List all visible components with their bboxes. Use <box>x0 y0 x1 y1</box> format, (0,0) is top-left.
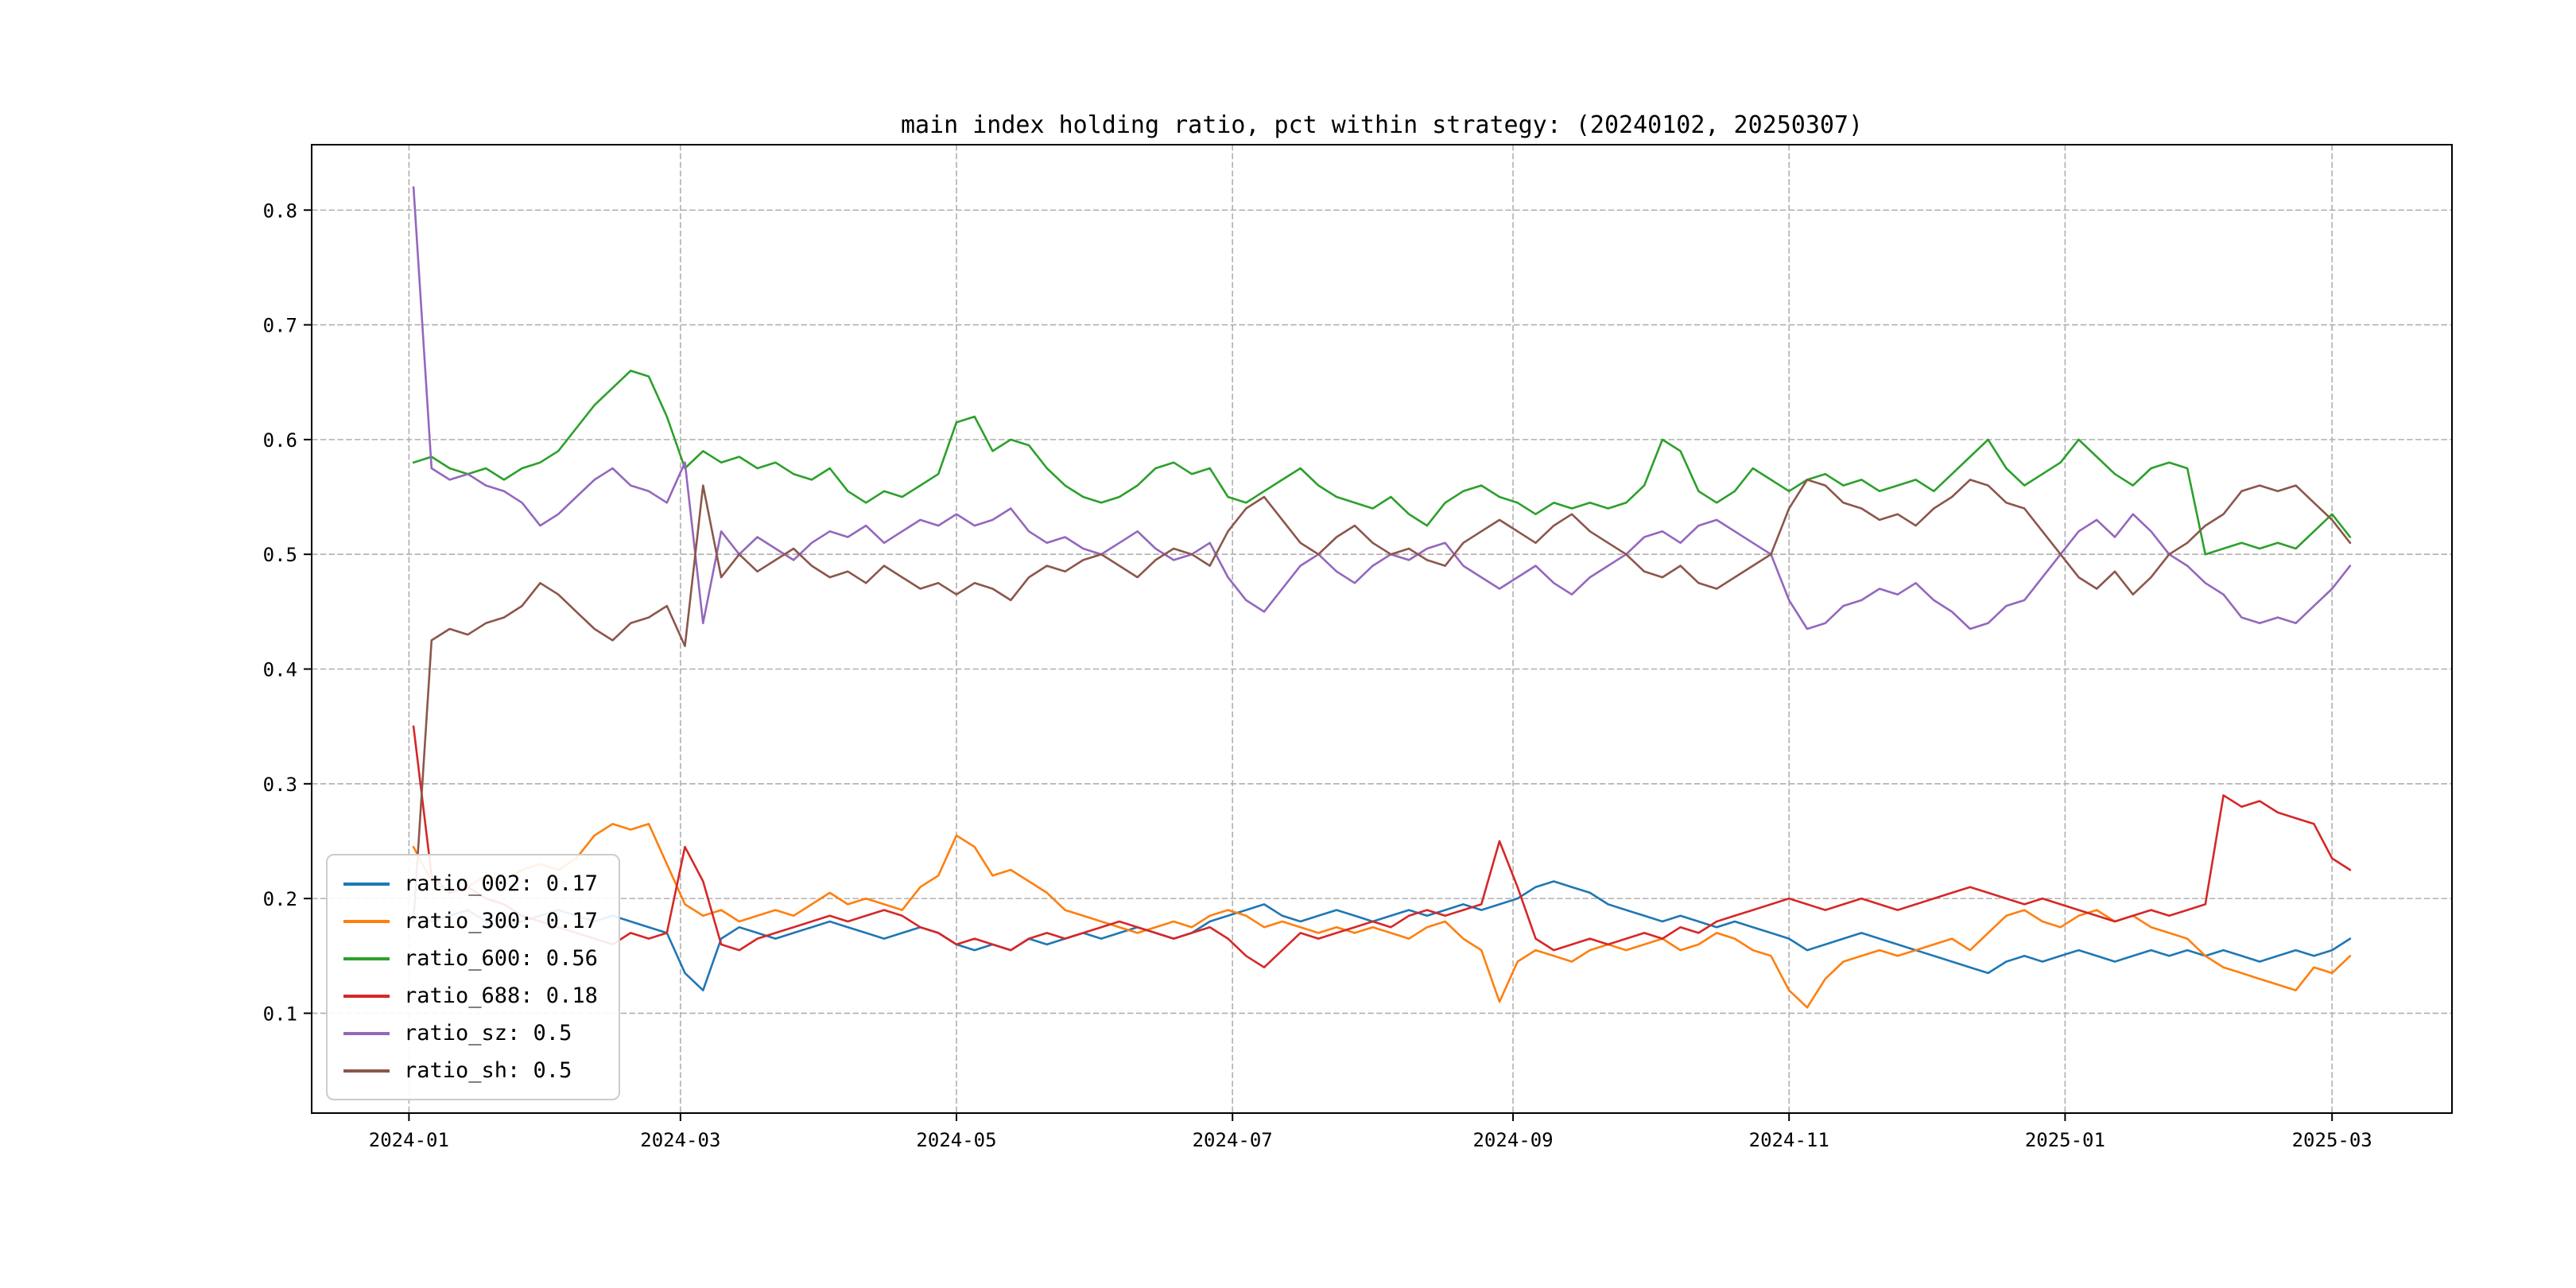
series-line-ratio_sz <box>412 186 2352 630</box>
legend-item-ratio_300: ratio_300: 0.17 <box>343 902 598 940</box>
y-tick-label: 0.7 <box>263 315 297 337</box>
series-line-ratio_688 <box>412 725 2352 968</box>
y-tick-label: 0.1 <box>263 1003 297 1025</box>
legend-item-ratio_sh: ratio_sh: 0.5 <box>343 1052 598 1089</box>
legend-label: ratio_600: 0.56 <box>404 946 598 971</box>
series-line-ratio_002 <box>412 880 2352 991</box>
x-tick-label: 2024-05 <box>916 1129 996 1151</box>
y-tick-label: 0.6 <box>263 429 297 452</box>
plot-frame <box>311 144 2453 1114</box>
legend-label: ratio_sz: 0.5 <box>404 1021 572 1046</box>
y-tick-label: 0.3 <box>263 774 297 796</box>
series-line-ratio_600 <box>412 369 2352 556</box>
legend-item-ratio_002: ratio_002: 0.17 <box>343 865 598 902</box>
legend-line-sample <box>343 956 390 960</box>
series-line-ratio_sh <box>412 479 2352 923</box>
legend-line-sample <box>343 1069 390 1073</box>
legend-item-ratio_sz: ratio_sz: 0.5 <box>343 1014 598 1052</box>
legend-label: ratio_688: 0.18 <box>404 983 598 1008</box>
legend-label: ratio_002: 0.17 <box>404 871 598 896</box>
x-tick-label: 2025-03 <box>2292 1129 2372 1151</box>
legend-item-ratio_600: ratio_600: 0.56 <box>343 940 598 977</box>
y-tick-label: 0.5 <box>263 544 297 566</box>
chart-legend: ratio_002: 0.17 ratio_300: 0.17 ratio_600:… <box>326 854 620 1100</box>
legend-line-sample <box>343 919 390 923</box>
x-tick-label: 2024-11 <box>1749 1129 1829 1151</box>
y-tick-label: 0.8 <box>263 200 297 222</box>
legend-line-sample <box>343 994 390 998</box>
legend-item-ratio_688: ratio_688: 0.18 <box>343 977 598 1014</box>
x-tick-label: 2024-07 <box>1193 1129 1273 1151</box>
series-line-ratio_300 <box>412 823 2352 1009</box>
legend-line-sample <box>343 882 390 886</box>
x-tick-label: 2024-09 <box>1472 1129 1553 1151</box>
legend-line-sample <box>343 1031 390 1035</box>
chart-title: main index holding ratio, pct within str… <box>900 111 1864 139</box>
y-tick-label: 0.2 <box>263 888 297 910</box>
x-tick-label: 2024-01 <box>369 1129 449 1151</box>
x-tick-label: 2025-01 <box>2025 1129 2105 1151</box>
legend-label: ratio_300: 0.17 <box>404 909 598 933</box>
x-tick-label: 2024-03 <box>640 1129 720 1151</box>
y-tick-label: 0.4 <box>263 659 297 681</box>
legend-label: ratio_sh: 0.5 <box>404 1058 572 1083</box>
